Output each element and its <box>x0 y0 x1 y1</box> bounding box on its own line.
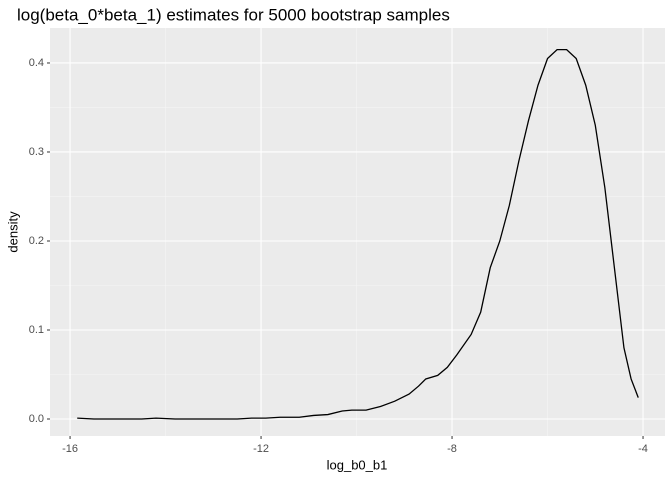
y-tick-label: 0.2 <box>29 235 44 247</box>
x-tick-label: -12 <box>253 443 269 455</box>
y-tick-label: 0.1 <box>29 324 44 336</box>
plot-panel <box>50 28 665 436</box>
x-axis-label: log_b0_b1 <box>327 457 388 472</box>
density-line <box>77 48 639 420</box>
chart-title: log(beta_0*beta_1) estimates for 5000 bo… <box>17 5 450 24</box>
x-tick-label: -8 <box>447 443 457 455</box>
y-axis-label: density <box>5 211 20 253</box>
x-tick-label: -16 <box>62 443 78 455</box>
x-tick-label: -4 <box>638 443 648 455</box>
y-tick-label: 0.0 <box>29 413 44 425</box>
y-tick-label: 0.4 <box>29 57 44 69</box>
y-tick-label: 0.3 <box>29 146 44 158</box>
